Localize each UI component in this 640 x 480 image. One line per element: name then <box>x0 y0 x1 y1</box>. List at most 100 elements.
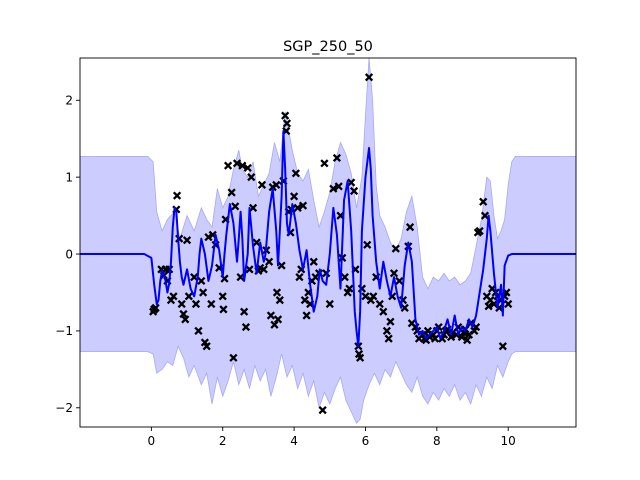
x-tick-label: 4 <box>290 434 298 448</box>
observation-point <box>243 163 252 173</box>
observation-point <box>289 192 299 201</box>
observation-point <box>309 257 318 266</box>
observation-point <box>273 315 283 324</box>
observation-point <box>347 178 356 187</box>
y-tick-label: 1 <box>65 170 73 184</box>
y-tick-label: −2 <box>55 401 73 415</box>
observation-point <box>504 299 513 309</box>
observation-point <box>247 173 256 182</box>
observation-point <box>202 342 211 351</box>
plot-area <box>80 58 576 424</box>
observation-point <box>248 203 258 213</box>
observation-point <box>282 119 292 128</box>
observation-point <box>231 202 240 211</box>
observation-point <box>395 276 404 286</box>
observation-point <box>232 159 242 168</box>
x-tick-label: 10 <box>501 434 516 448</box>
observation-point <box>498 342 507 351</box>
observation-point <box>275 296 284 305</box>
observation-point <box>379 307 388 316</box>
observation-point <box>298 201 308 210</box>
observation-point <box>375 299 384 309</box>
y-tick-label: 0 <box>65 247 73 261</box>
observation-point <box>266 311 276 320</box>
axes: 0 2 4 6 8 10 −2 −1 0 1 2 <box>55 94 516 448</box>
observation-point <box>384 334 393 343</box>
observation-point <box>151 303 160 312</box>
x-tick-label: 0 <box>148 434 156 448</box>
observation-point <box>295 272 304 282</box>
observation-point <box>340 272 349 282</box>
observation-point <box>405 223 415 232</box>
observation-point <box>434 322 443 332</box>
observation-point <box>386 317 395 326</box>
observation-point <box>252 238 261 247</box>
observation-point <box>475 226 484 236</box>
observation-point <box>172 191 182 200</box>
observation-point <box>318 405 327 415</box>
observation-point <box>218 292 227 301</box>
observation-point <box>240 307 249 316</box>
chart-title: SGP_250_50 <box>283 39 373 55</box>
observation-point <box>223 161 233 170</box>
observation-point <box>177 299 186 309</box>
observation-point <box>325 299 334 309</box>
observation-point <box>356 353 365 362</box>
observation-point <box>236 272 245 282</box>
y-tick-label: −1 <box>55 324 73 338</box>
observation-point <box>332 153 342 163</box>
plot-frame <box>79 57 577 428</box>
observation-point <box>241 322 251 332</box>
observation-point <box>391 244 400 253</box>
observation-point <box>329 184 338 193</box>
x-tick-label: 8 <box>433 434 441 448</box>
observation-point <box>259 265 268 274</box>
observation-point <box>484 302 493 311</box>
observation-point <box>179 309 188 319</box>
observation-point <box>272 180 281 189</box>
observation-point <box>229 353 238 362</box>
observation-point <box>345 284 354 293</box>
x-tick-label: 6 <box>362 434 370 448</box>
observation-point <box>245 265 254 274</box>
observation-point <box>334 182 343 191</box>
observation-point <box>281 111 290 120</box>
observation-point <box>364 73 374 82</box>
observation-point <box>191 299 201 309</box>
observation-point <box>184 292 193 301</box>
observation-point <box>207 299 216 309</box>
observation-point <box>291 169 300 178</box>
mean-line <box>80 130 576 348</box>
observation-point <box>479 197 488 206</box>
observation-point <box>219 305 228 314</box>
observation-point <box>181 315 190 324</box>
observation-point <box>277 261 286 270</box>
observation-point <box>194 326 203 336</box>
observation-point <box>169 292 178 301</box>
y-tick-label: 2 <box>65 94 73 108</box>
observation-point <box>197 276 206 286</box>
observation-point <box>463 336 472 345</box>
observation-point <box>400 303 409 312</box>
observation-point <box>198 288 208 297</box>
observation-point <box>430 334 440 343</box>
observation-point <box>257 180 267 189</box>
observation-point <box>349 186 359 196</box>
observation-point <box>272 288 282 297</box>
observation-point <box>270 320 279 329</box>
observation-point <box>320 159 329 168</box>
observation-point <box>293 203 302 213</box>
observation-point <box>389 269 399 278</box>
observation-point <box>227 188 236 197</box>
observation-point <box>369 292 378 301</box>
observation-point <box>204 233 213 242</box>
observation-point <box>363 240 372 249</box>
observation-point <box>238 161 247 170</box>
observation-point <box>302 311 311 320</box>
observation-point <box>382 326 391 336</box>
observation-point <box>480 211 490 220</box>
observation-point <box>182 236 192 245</box>
observation-point <box>265 257 274 266</box>
x-tick-label: 2 <box>219 434 227 448</box>
